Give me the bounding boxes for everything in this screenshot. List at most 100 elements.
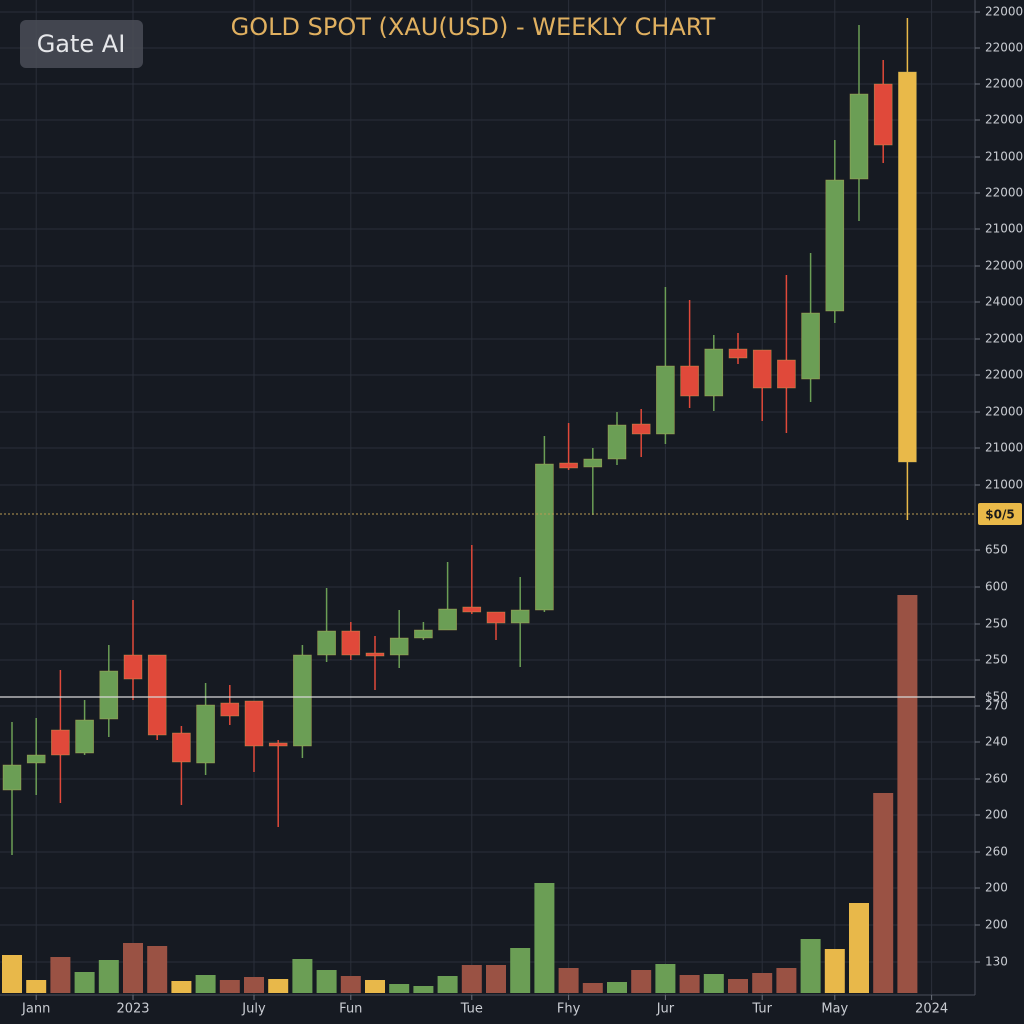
candle-body — [2, 764, 22, 791]
volume-bar — [244, 977, 264, 993]
candle-body — [559, 462, 578, 469]
candle-body — [389, 637, 409, 656]
candle-body — [583, 458, 603, 468]
candle-body — [462, 606, 482, 613]
volume-bar — [631, 970, 652, 993]
x-tick-label: May — [821, 1002, 848, 1017]
x-tick-label: Fun — [339, 1002, 362, 1017]
volume-bar — [461, 965, 482, 993]
y-tick-label: 22000 — [985, 368, 1023, 382]
volume-bar — [897, 595, 918, 993]
volume-bar — [849, 903, 869, 993]
volume-bar — [26, 980, 47, 993]
volume-bar — [534, 883, 555, 993]
candle-body — [510, 609, 530, 624]
candle-body — [752, 349, 772, 389]
y-tick-label: 22000 — [985, 113, 1023, 127]
volume-bar — [703, 974, 724, 993]
y-tick-label: 24000 — [985, 295, 1023, 309]
volume-bar — [824, 949, 845, 993]
y-tick-label: 21000 — [985, 150, 1023, 164]
y-tick-label: 650 — [985, 543, 1008, 557]
volume-bar — [365, 980, 385, 993]
y-tick-label: 22000 — [985, 405, 1023, 419]
price-label: $0/5 — [985, 508, 1014, 522]
volume-bar — [195, 975, 216, 993]
candle-body — [656, 365, 675, 435]
y-tick-label: 22000 — [985, 186, 1023, 200]
volume-bar — [340, 976, 361, 993]
x-tick-label: Jann — [21, 1002, 50, 1017]
candle-body — [486, 611, 506, 624]
marks — [2, 18, 918, 993]
candle-body — [704, 348, 724, 397]
y-tick-label: 22000 — [985, 332, 1023, 346]
x-tick-label: Tue — [460, 1002, 483, 1017]
y-tick-label: 22000 — [985, 5, 1023, 19]
candle-body — [849, 93, 869, 180]
volume-bar — [268, 979, 289, 993]
y-tick-label: 250 — [985, 617, 1008, 631]
candle-body — [268, 742, 288, 747]
candle-body — [26, 754, 46, 764]
y-tick-label: 600 — [985, 580, 1008, 594]
y-tick-label: 250 — [985, 653, 1008, 667]
volume-bar — [437, 976, 458, 993]
candle-body — [293, 654, 312, 747]
volume-bar — [413, 986, 434, 993]
candle-body — [438, 608, 457, 631]
grid — [0, 0, 975, 995]
x-tick-label: Fhy — [557, 1002, 581, 1017]
candle-body — [631, 423, 651, 435]
y-tick-label: 22000 — [985, 259, 1023, 273]
volume-bar — [316, 970, 337, 993]
candle-body — [172, 732, 191, 763]
volume-bar — [776, 968, 797, 993]
candle-body — [317, 630, 336, 656]
candle-body — [220, 702, 240, 717]
y-tick-label: 21000 — [985, 441, 1023, 455]
volume-bar — [50, 957, 71, 993]
candle-body — [365, 652, 385, 657]
reference-label: $50 — [985, 690, 1008, 704]
volume-bar — [123, 943, 143, 993]
candle-body — [123, 654, 143, 680]
y-tick-label: 22000 — [985, 77, 1023, 91]
x-tick-label: Jur — [656, 1002, 675, 1017]
candle-body — [680, 365, 699, 397]
candle-body — [607, 424, 627, 460]
chart-title: GOLD SPOT (XAU(USD) - WEEKLY CHART — [231, 13, 716, 41]
x-tick-label: July — [241, 1002, 266, 1017]
y2-tick-label: 200 — [985, 881, 1008, 895]
volume-bar — [582, 983, 603, 993]
x-tick-label: Tur — [751, 1002, 772, 1017]
y2-tick-label: 130 — [985, 955, 1008, 969]
volume-bar — [728, 979, 748, 993]
volume-bar — [2, 955, 22, 993]
x-tick-label: 2024 — [915, 1002, 948, 1017]
volume-bar — [292, 959, 313, 993]
y-tick-label: 21000 — [985, 222, 1023, 236]
y-tick-label: 21000 — [985, 478, 1023, 492]
volume-bar — [510, 948, 531, 993]
candle-body — [244, 700, 264, 747]
watermark: Gate AI — [37, 30, 126, 58]
candle-body — [825, 179, 845, 312]
y2-tick-label: 260 — [985, 845, 1008, 859]
y2-tick-label: 270 — [985, 699, 1008, 713]
candle-body — [728, 348, 748, 359]
candle-body — [898, 71, 917, 463]
volume-bar — [219, 980, 240, 993]
candle-body — [75, 719, 94, 754]
y2-tick-label: 240 — [985, 735, 1008, 749]
volume-bar — [74, 972, 95, 993]
volume-bar — [98, 960, 119, 993]
candle-body — [99, 670, 119, 720]
y2-tick-label: 200 — [985, 918, 1008, 932]
volume-bar — [607, 982, 627, 993]
volume-bar — [558, 968, 579, 993]
price-label-box — [978, 503, 1022, 525]
